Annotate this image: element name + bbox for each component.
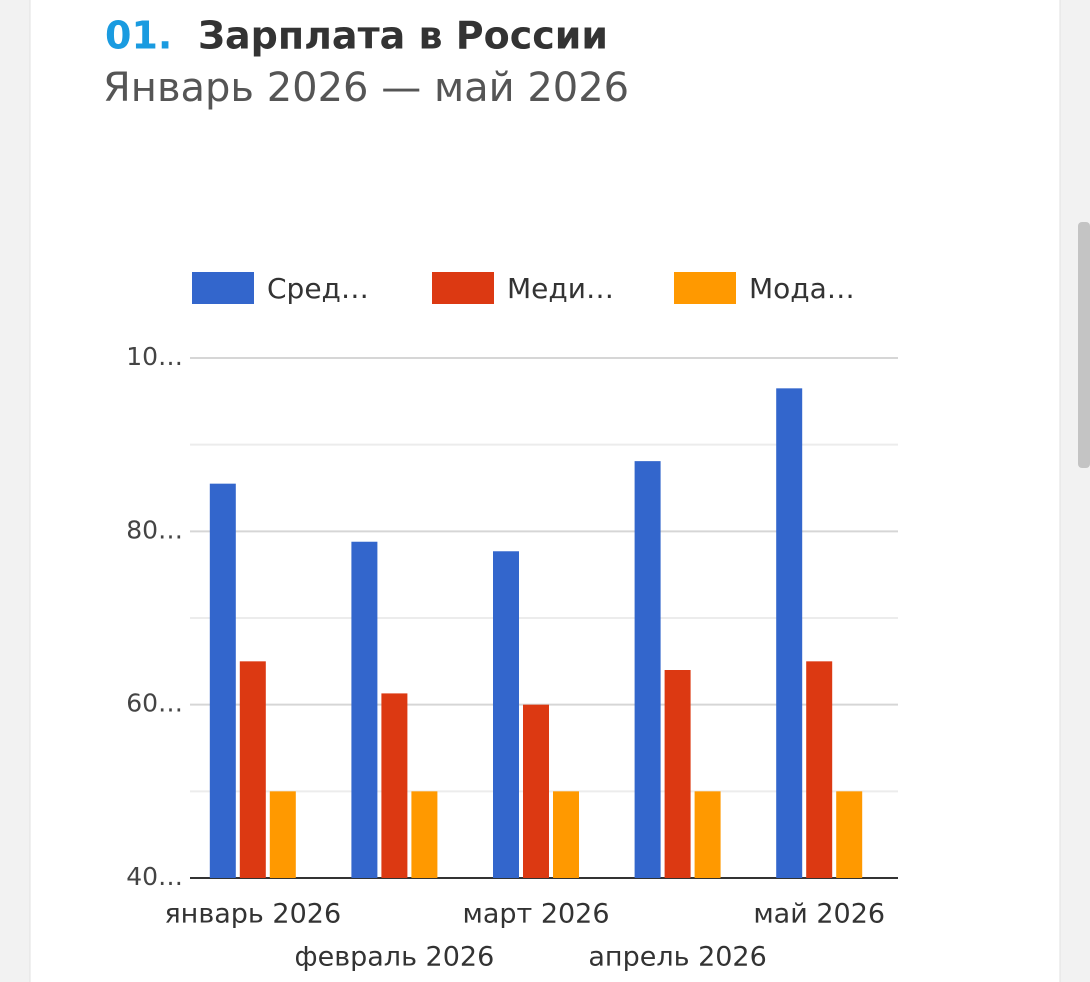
bar	[806, 661, 833, 878]
scrollbar	[1078, 222, 1090, 468]
bar	[694, 791, 721, 878]
legend-swatch	[192, 272, 254, 304]
x-tick-label: апрель 2026	[588, 942, 766, 973]
bar	[239, 661, 266, 878]
bar	[836, 791, 863, 878]
x-tick-label: февраль 2026	[295, 942, 495, 973]
x-tick-label: январь 2026	[164, 899, 341, 930]
bar	[411, 791, 438, 878]
y-tick-label: 40…	[126, 862, 183, 891]
bar	[351, 541, 378, 878]
x-tick-label: май 2026	[753, 899, 885, 930]
legend-label: Сред…	[267, 272, 369, 305]
bar	[634, 461, 661, 878]
y-tick-label: 60…	[126, 689, 183, 718]
x-tick-label: март 2026	[462, 899, 609, 930]
bar	[553, 791, 579, 878]
chart-subtitle: Январь 2026 — май 2026	[103, 65, 629, 111]
legend-swatch	[432, 272, 494, 304]
bar	[209, 483, 236, 878]
bar	[776, 388, 803, 878]
legend-swatch	[674, 272, 736, 304]
y-tick-label: 80…	[126, 515, 183, 544]
bar	[664, 670, 691, 878]
legend-label: Мода…	[749, 272, 855, 305]
bar	[381, 693, 408, 878]
bar	[493, 551, 519, 878]
chart-title: Зарплата в России	[198, 14, 608, 58]
bar	[523, 704, 549, 878]
bar	[269, 791, 296, 878]
title-number: 01.	[105, 14, 172, 58]
y-tick-label: 10…	[126, 342, 183, 371]
legend-label: Меди…	[507, 272, 614, 305]
